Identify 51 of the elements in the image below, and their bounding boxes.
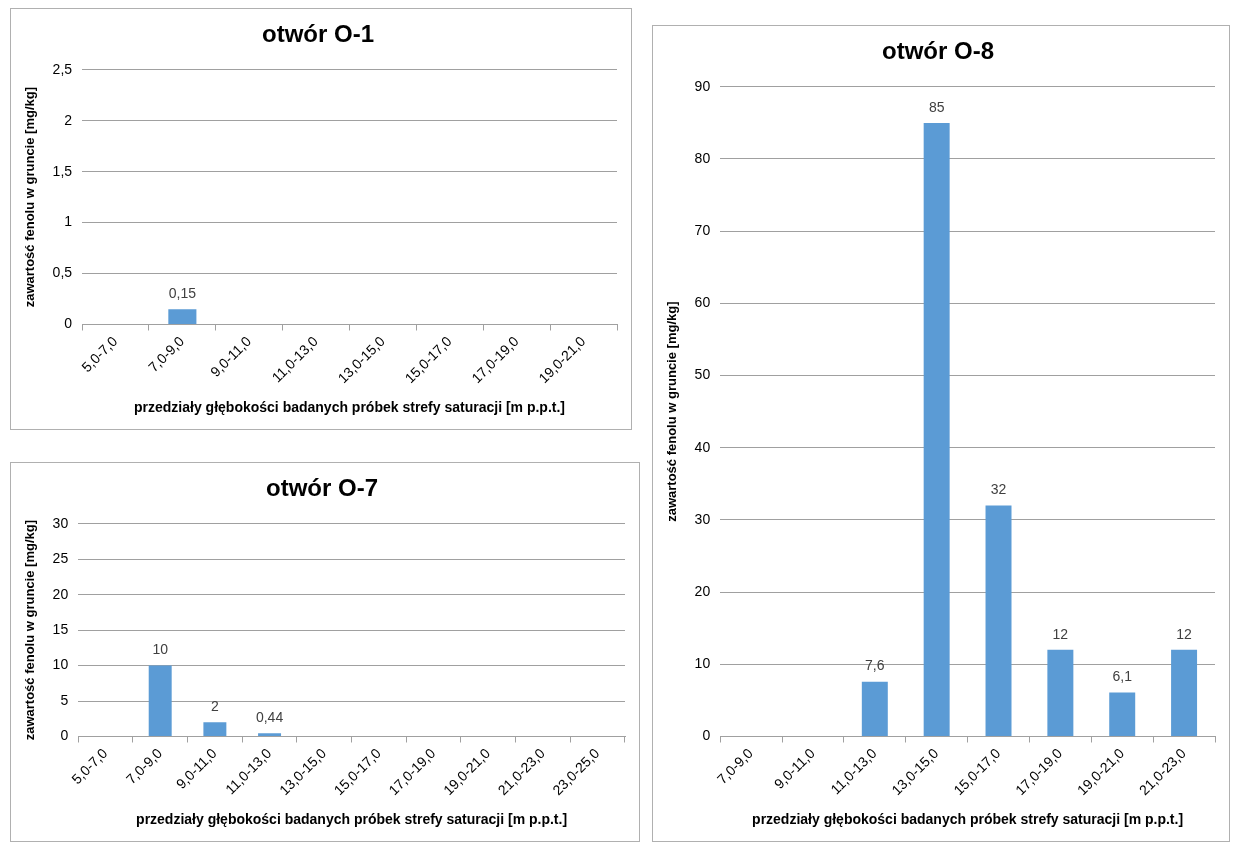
- bar: [1171, 649, 1198, 736]
- y-tick-label: 30: [52, 514, 69, 531]
- data-label: 10: [152, 641, 169, 658]
- data-label: 12: [1176, 625, 1193, 642]
- data-label: 7,6: [865, 657, 885, 674]
- y-axis-title: zawartość fenolu w gruncie [mg/kg]: [22, 86, 38, 308]
- x-axis-title: przedziały głębokości badanych próbek strefy saturacji [m p.p.t.]: [134, 399, 566, 416]
- y-tick-label: 80: [694, 149, 711, 166]
- y-tick-label: 0: [60, 727, 69, 744]
- y-tick-label: 0: [64, 315, 73, 332]
- bar: [923, 122, 950, 736]
- y-tick-label: 50: [694, 366, 711, 383]
- data-label: 6,1: [1112, 668, 1133, 685]
- y-tick-label: 0,5: [52, 264, 73, 281]
- data-label: 2: [210, 698, 219, 715]
- bar: [861, 681, 888, 736]
- y-tick-label: 1,5: [52, 162, 73, 179]
- y-tick-label: 1: [64, 213, 73, 230]
- y-axis-title: zawartość fenolu w gruncie [mg/kg]: [22, 519, 38, 741]
- bar: [1047, 649, 1074, 736]
- chart-title: otwór O-1: [262, 20, 374, 48]
- y-tick-label: 15: [52, 621, 69, 637]
- chart-title: otwór O-7: [266, 474, 378, 502]
- bar: [148, 665, 172, 736]
- bar: [985, 505, 1012, 736]
- y-axis-title: zawartość fenolu w gruncie [mg/kg]: [664, 301, 680, 522]
- y-tick-label: 90: [694, 77, 711, 94]
- y-tick-label: 2: [64, 111, 73, 128]
- y-tick-label: 40: [694, 438, 711, 455]
- y-tick-label: 60: [694, 294, 711, 311]
- y-tick-label: 20: [694, 582, 711, 599]
- chart-title: otwór O-8: [882, 37, 994, 65]
- y-tick-label: 5: [60, 691, 69, 708]
- bar: [258, 733, 282, 736]
- y-tick-label: 2,5: [52, 60, 73, 77]
- x-axis-title: przedziały głębokości badanych próbek strefy saturacji [m p.p.t.]: [136, 811, 568, 828]
- y-tick-label: 30: [694, 510, 711, 527]
- y-tick-label: 10: [52, 656, 69, 673]
- y-tick-label: 20: [52, 585, 69, 602]
- y-tick-label: 25: [52, 550, 69, 567]
- bar: [203, 722, 227, 736]
- y-tick-label: 10: [694, 655, 711, 672]
- y-tick-label: 70: [694, 222, 711, 239]
- data-label: 12: [1052, 625, 1069, 642]
- bar: [1109, 692, 1136, 736]
- x-axis-title: przedziały głębokości badanych próbek strefy saturacji [m p.p.t.]: [752, 811, 1184, 828]
- data-label: 85: [928, 98, 945, 115]
- data-label: 32: [990, 481, 1007, 498]
- y-tick-label: 0: [702, 727, 711, 744]
- data-label: 0,15: [168, 285, 197, 302]
- data-label: 0,44: [255, 709, 284, 726]
